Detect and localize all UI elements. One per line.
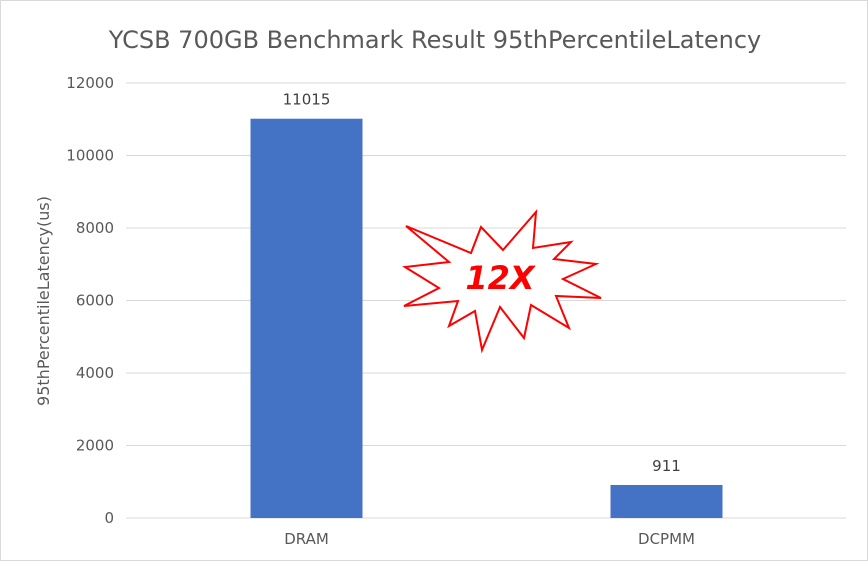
annotation-12x: 12X: [402, 209, 602, 354]
y-tick-label: 12000: [66, 74, 114, 92]
data-label: 911: [652, 457, 681, 475]
bar-dcpmm: [610, 484, 723, 518]
annotation-text: 12X: [465, 259, 536, 297]
chart-title: YCSB 700GB Benchmark Result 95thPercenti…: [108, 26, 761, 54]
x-tick-label: DRAM: [284, 530, 329, 548]
starburst-shape: [402, 209, 602, 354]
y-tick-label: 10000: [66, 147, 114, 165]
y-tick-label: 8000: [76, 219, 114, 237]
y-tick-label: 4000: [76, 364, 114, 382]
y-tick-label: 2000: [76, 437, 114, 455]
y-tick-label: 0: [104, 509, 114, 527]
data-label: 11015: [283, 91, 331, 109]
bar-dram: [250, 118, 363, 519]
y-axis-label: 95thPercentileLatency(us): [34, 196, 53, 406]
y-tick-label: 6000: [76, 292, 114, 310]
x-tick-label: DCPMM: [638, 530, 695, 548]
